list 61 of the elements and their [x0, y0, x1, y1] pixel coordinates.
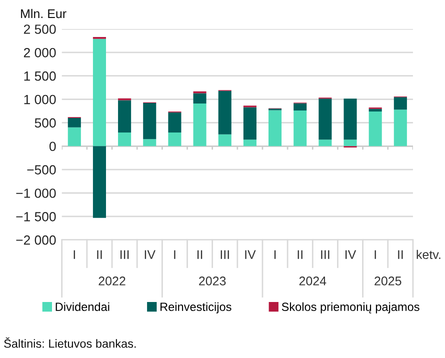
text: ketv.	[416, 250, 440, 260]
x-tick-label: IV	[346, 250, 356, 259]
bar	[368, 111, 382, 146]
bar	[218, 134, 232, 146]
x-tick-label: II	[298, 250, 302, 259]
y-tick-label: −2 000	[16, 235, 56, 245]
y-tick-label: 500	[34, 118, 56, 128]
x-tick-label: III	[321, 250, 330, 259]
y-tick-label: 1 500	[24, 71, 56, 81]
y-tick-label: 0	[49, 142, 56, 152]
bar	[118, 100, 132, 133]
bar	[394, 110, 407, 146]
bar	[193, 93, 206, 104]
y-tick-label: −1 000	[16, 188, 56, 198]
bar	[218, 90, 232, 134]
x-tick-label: II	[97, 250, 102, 259]
bar	[368, 108, 382, 112]
bar	[168, 132, 182, 146]
bar	[118, 132, 132, 146]
bar	[294, 103, 307, 111]
x-tick-label: IV	[144, 250, 156, 259]
bar	[318, 98, 332, 140]
x-tick-label: III	[220, 250, 229, 259]
text: 2022	[98, 276, 126, 286]
bar	[143, 103, 156, 140]
y-tick-label: −500	[27, 165, 56, 174]
text: Šaltinis: Lietuvos bankas.	[4, 337, 136, 348]
x-tick-label: III	[120, 250, 129, 259]
bar	[394, 97, 407, 110]
x-tick-label: I	[74, 250, 75, 259]
legend-label: Skolos priemonių pajamos	[282, 302, 420, 314]
bar	[143, 139, 156, 146]
legend-label: Reinvesticijos	[160, 302, 232, 314]
x-tick-label: IV	[245, 250, 256, 259]
text: 2023	[199, 276, 226, 286]
bar	[168, 112, 182, 133]
bar	[92, 146, 106, 218]
x-tick-label: II	[398, 250, 403, 259]
y-tick-label: 2 000	[24, 48, 56, 58]
x-tick-label: I	[174, 250, 176, 259]
bar	[243, 107, 256, 140]
bar	[193, 104, 206, 146]
bar	[344, 98, 357, 140]
bar	[68, 127, 81, 146]
text: 2025	[374, 276, 402, 286]
y-tick-label: −1 500	[16, 212, 56, 222]
bar	[294, 110, 307, 146]
bar	[268, 110, 282, 146]
bar	[92, 38, 106, 146]
bar	[344, 140, 357, 146]
x-tick-label: I	[274, 250, 276, 259]
bar	[318, 140, 332, 146]
y-axis-title: Mln. Eur	[21, 8, 66, 18]
y-tick-label: 2 500	[24, 24, 56, 34]
x-tick-label: II	[197, 250, 202, 259]
bar	[68, 118, 81, 128]
text: 2024	[299, 276, 326, 286]
y-tick-label: 1 000	[24, 94, 56, 104]
legend-label: Dividendai	[56, 302, 110, 312]
bar	[243, 140, 256, 146]
x-tick-label: I	[374, 250, 376, 259]
